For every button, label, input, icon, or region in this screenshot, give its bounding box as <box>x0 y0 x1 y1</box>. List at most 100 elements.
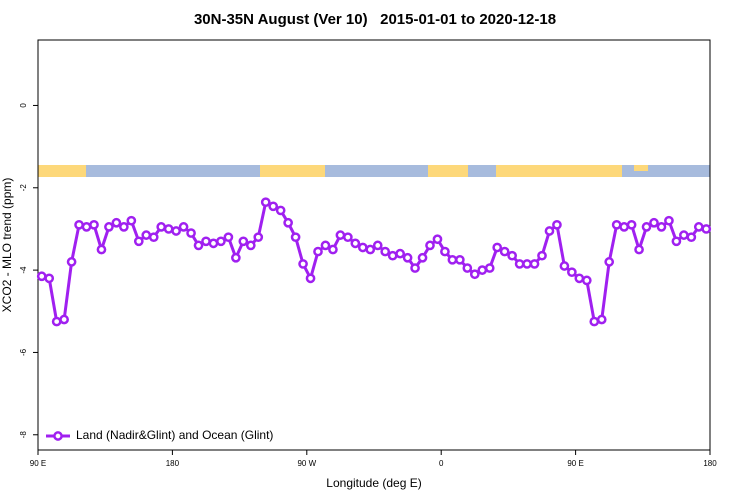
data-point <box>260 197 271 208</box>
data-point <box>567 267 577 278</box>
legend-label: Land (Nadir&Glint) and Ocean (Glint) <box>76 428 273 442</box>
x-tick-label: 0 <box>439 459 444 468</box>
data-point <box>81 222 92 232</box>
data-point <box>343 232 353 243</box>
data-point <box>156 222 167 232</box>
data-point <box>574 273 585 284</box>
x-tick-label: 180 <box>703 459 717 468</box>
data-point <box>417 252 428 263</box>
data-point <box>425 240 435 251</box>
land-band <box>260 165 325 177</box>
x-tick-label: 90 W <box>297 459 316 468</box>
data-point <box>186 228 196 238</box>
data-point <box>201 236 211 247</box>
data-point <box>634 244 644 255</box>
data-point <box>477 265 488 275</box>
data-point <box>447 254 458 265</box>
data-point <box>455 254 465 265</box>
plot-frame <box>37 39 711 451</box>
data-point <box>133 236 144 247</box>
land-band <box>634 165 648 171</box>
data-point <box>432 234 443 245</box>
data-point <box>589 316 600 327</box>
y-tick-label: -4 <box>19 266 28 274</box>
data-point <box>148 232 159 243</box>
data-point <box>514 259 525 269</box>
legend-marker <box>53 431 63 441</box>
land-band <box>428 165 468 177</box>
data-point <box>395 248 405 259</box>
data-point <box>664 215 674 226</box>
data-point <box>208 238 219 249</box>
data-point <box>275 205 286 216</box>
data-point <box>305 273 316 284</box>
data-point <box>671 236 682 247</box>
data-point <box>216 236 226 247</box>
data-point <box>507 250 517 261</box>
data-point <box>171 226 181 236</box>
x-tick-label: 90 E <box>30 459 46 468</box>
data-point <box>596 314 607 325</box>
data-point <box>469 269 480 280</box>
data-point <box>223 232 234 243</box>
data-point <box>119 222 129 232</box>
data-point <box>641 222 652 232</box>
x-tick-label: 90 E <box>567 459 583 468</box>
data-point <box>499 246 510 257</box>
data-point <box>36 271 47 282</box>
data-point <box>387 250 398 261</box>
data-point <box>253 232 264 243</box>
data-point <box>245 240 256 251</box>
data-point <box>410 263 420 273</box>
land-ocean-band <box>38 165 710 177</box>
data-point <box>74 219 84 230</box>
data-point <box>357 242 368 253</box>
land-band <box>38 165 86 177</box>
data-point <box>290 232 301 243</box>
data-point <box>604 257 615 267</box>
data-point <box>141 230 152 240</box>
data-point <box>328 244 338 255</box>
land-band <box>496 165 622 177</box>
data-point <box>313 246 323 257</box>
data-point <box>649 217 659 228</box>
data-point <box>372 240 383 251</box>
data-point <box>380 246 391 257</box>
data-point <box>335 230 346 240</box>
data-point <box>552 219 562 230</box>
x-axis-label: Longitude (deg E) <box>326 476 421 490</box>
data-point <box>701 224 712 234</box>
data-point <box>111 217 122 228</box>
data-point <box>66 257 77 267</box>
data-point <box>611 219 622 230</box>
data-point <box>402 252 413 263</box>
data-point <box>559 261 570 271</box>
data-point <box>238 236 249 247</box>
y-tick-label: -2 <box>19 184 28 192</box>
data-point <box>619 222 629 232</box>
y-axis-label: XCO2 - MLO trend (ppm) <box>0 178 14 313</box>
data-point <box>440 246 450 257</box>
data-point <box>104 222 114 232</box>
data-point <box>298 259 308 269</box>
data-point <box>537 250 547 261</box>
y-tick-label: 0 <box>19 103 28 108</box>
data-point <box>462 263 473 273</box>
data-point <box>178 222 189 232</box>
y-tick-label: -8 <box>19 431 28 439</box>
data-point <box>96 244 107 255</box>
data-point <box>268 201 279 212</box>
data-point <box>686 232 697 243</box>
data-point <box>51 316 62 327</box>
data-point <box>626 219 637 230</box>
data-point <box>544 226 555 236</box>
data-point <box>193 240 204 251</box>
data-point <box>126 215 137 226</box>
y-tick-label: -6 <box>19 348 28 356</box>
data-point <box>320 240 331 251</box>
data-point <box>365 244 376 255</box>
data-point <box>522 259 532 269</box>
data-point <box>44 273 55 284</box>
